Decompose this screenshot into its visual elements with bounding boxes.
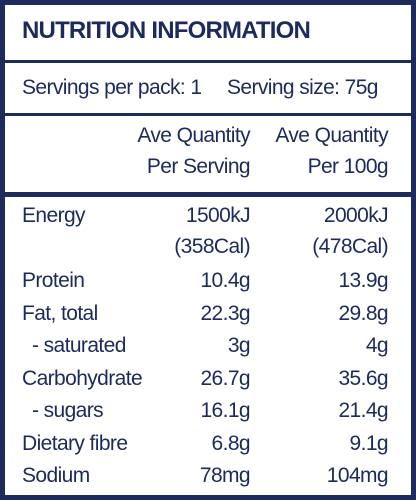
per-100g-value: (478Cal) <box>312 235 388 258</box>
per-serving-value: 16.1g <box>200 399 250 422</box>
nutrient-name: Carbohydrate <box>22 366 143 390</box>
per-100g-value: 104mg <box>326 464 389 487</box>
per-100g-value: 9.1g <box>349 431 389 455</box>
per-serving-value: 10.4g <box>200 269 250 292</box>
per-serving-value: 1500kJ <box>185 204 251 227</box>
servings-per-pack: Servings per pack: 1 <box>22 76 202 99</box>
nutrient-name: Dietary fibre <box>22 431 128 455</box>
nutrient-name: - saturated <box>32 334 126 357</box>
column-heading: Ave Quantity <box>137 124 250 147</box>
nutrient-name: - sugars <box>32 399 104 422</box>
per-100g-value: 4g <box>365 334 389 357</box>
divider <box>5 113 411 116</box>
per-serving-value: 26.7g <box>200 366 250 390</box>
per-100g-value: 13.9g <box>338 269 388 292</box>
nutrient-name: Sodium <box>22 464 90 487</box>
panel-title: NUTRITION INFORMATION <box>22 17 311 44</box>
divider <box>5 192 411 197</box>
per-serving-value: (358Cal) <box>174 235 250 258</box>
per-100g-value: 2000kJ <box>323 204 389 227</box>
serving-size: Serving size: 75g <box>227 76 378 99</box>
per-100g-value: 21.4g <box>338 399 388 422</box>
per-100g-value: 29.8g <box>338 301 388 325</box>
divider <box>5 60 411 63</box>
column-heading: Per 100g <box>307 155 389 178</box>
nutrient-name: Protein <box>22 269 85 292</box>
nutrient-name: Energy <box>22 204 86 227</box>
column-heading: Ave Quantity <box>275 124 388 147</box>
per-100g-value: 35.6g <box>338 366 388 390</box>
per-serving-value: 6.8g <box>211 431 251 455</box>
column-heading: Per Serving <box>146 155 251 178</box>
per-serving-value: 78mg <box>199 464 251 487</box>
nutrient-name: Fat, total <box>22 301 98 325</box>
per-serving-value: 3g <box>227 334 251 357</box>
per-serving-value: 22.3g <box>200 301 250 325</box>
